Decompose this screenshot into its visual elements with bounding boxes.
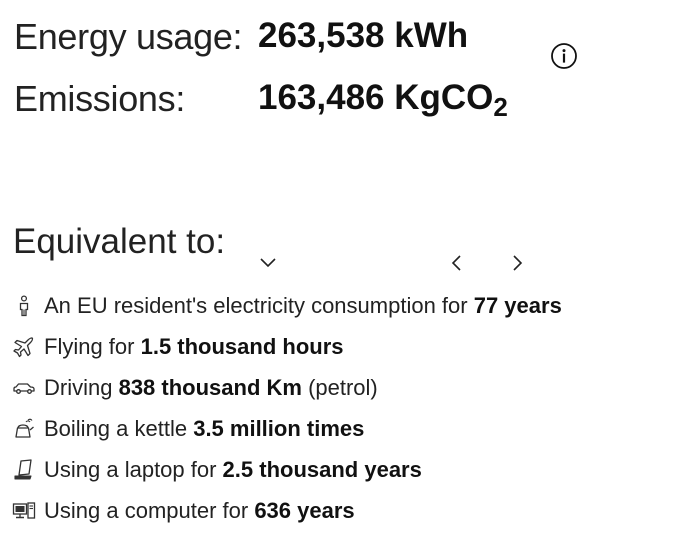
item-prefix: Driving <box>44 374 119 400</box>
emissions-subscript: 2 <box>493 92 508 122</box>
item-prefix: An EU resident's electricity consumption… <box>44 292 474 318</box>
chevron-down-icon <box>260 258 276 268</box>
info-circle-icon <box>551 43 577 69</box>
equivalent-heading: Equivalent to: <box>13 222 226 261</box>
item-value: 77 years <box>473 292 562 318</box>
car-icon <box>13 382 35 394</box>
list-item: Flying for 1.5 thousand hours <box>12 326 562 367</box>
item-prefix: Boiling a kettle <box>44 415 194 441</box>
energy-usage-value: 263,538 kWh <box>258 16 469 55</box>
emissions-label: Emissions: <box>14 78 186 119</box>
airplane-icon <box>13 336 34 357</box>
equivalent-list: An EU resident's electricity consumption… <box>12 285 562 531</box>
next-button[interactable] <box>507 253 527 273</box>
item-value: 636 years <box>254 497 355 523</box>
list-item: An EU resident's electricity consumption… <box>12 285 562 326</box>
person-icon <box>19 294 29 316</box>
info-button[interactable] <box>550 42 578 70</box>
laptop-icon <box>14 458 32 480</box>
energy-usage-label: Energy usage: <box>14 16 243 57</box>
emissions-value: 163,486 KgCO2 <box>258 78 508 120</box>
item-prefix: Using a computer for <box>44 497 255 523</box>
computer-icon <box>12 501 36 519</box>
item-value: 838 thousand Km <box>118 374 302 400</box>
emissions-value-text: 163,486 KgCO <box>258 78 494 117</box>
equivalent-dropdown-toggle[interactable] <box>258 253 278 273</box>
kettle-icon <box>15 418 34 438</box>
list-item: Using a laptop for 2.5 thousand years <box>12 449 562 490</box>
item-prefix: Using a laptop for <box>44 456 223 482</box>
chevron-left-icon <box>451 255 461 271</box>
list-item: Driving 838 thousand Km (petrol) <box>12 367 562 408</box>
chevron-right-icon <box>513 255 523 271</box>
previous-button[interactable] <box>447 253 467 273</box>
item-value: 2.5 thousand years <box>222 456 422 482</box>
item-suffix: (petrol) <box>301 374 378 400</box>
item-prefix: Flying for <box>44 333 141 359</box>
item-value: 3.5 million times <box>193 415 365 441</box>
list-item: Using a computer for 636 years <box>12 490 562 531</box>
list-item: Boiling a kettle 3.5 million times <box>12 408 562 449</box>
item-value: 1.5 thousand hours <box>140 333 344 359</box>
